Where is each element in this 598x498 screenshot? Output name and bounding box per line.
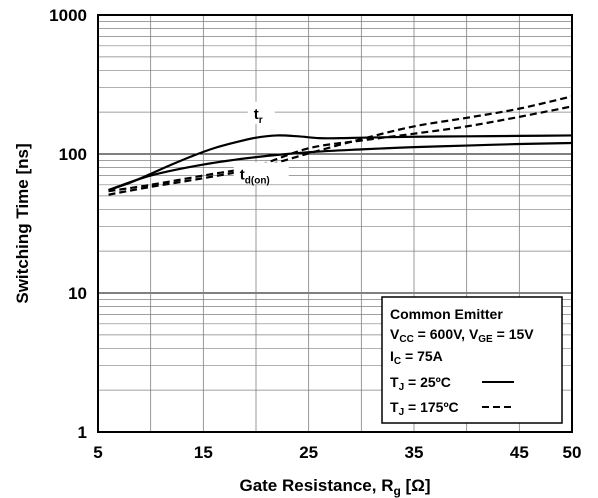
series-lines — [108, 95, 573, 196]
x-tick-label: 45 — [510, 443, 529, 462]
x-tick-label: 5 — [93, 443, 102, 462]
y-tick-label: 1 — [78, 423, 87, 442]
x-tick-label: 35 — [405, 443, 424, 462]
legend-entry-label: TJ = 25ºC — [390, 374, 451, 393]
curve-labels: tr td(on) — [233, 101, 289, 186]
curve-label-background — [233, 162, 289, 185]
legend: Common Emitter VCC = 600V, VGE = 15V IC = … — [381, 296, 563, 424]
curve-label-background — [247, 101, 275, 124]
x-tick-label: 25 — [299, 443, 318, 462]
series-line-don-tj25-solid — [108, 141, 573, 192]
y-tick-label: 10 — [68, 284, 87, 303]
legend-condition: IC = 75A — [390, 348, 443, 367]
curve-label-don: td(on) — [240, 166, 270, 186]
y-axis-title: Switching Time [ns] — [13, 143, 32, 303]
series-line-r-tj175-dashed — [108, 105, 573, 193]
y-tick-label: 100 — [59, 145, 87, 164]
curve-label-r: tr — [254, 106, 263, 126]
grid — [98, 15, 572, 433]
series-line-don-tj175-dashed — [108, 95, 573, 196]
legend-title: Common Emitter — [390, 306, 503, 322]
x-axis-title: Gate Resistance, Rg [Ω] — [239, 476, 430, 498]
series-line-r-tj25-solid — [108, 134, 573, 192]
plot-frame — [97, 14, 573, 433]
x-tick-label: 15 — [194, 443, 213, 462]
x-tick-label: 50 — [563, 443, 582, 462]
legend-box — [381, 296, 563, 424]
legend-condition: VCC = 600V, VGE = 15V — [390, 326, 534, 345]
legend-entry-label: TJ = 175ºC — [390, 399, 459, 418]
tick-labels: 5 15 25 35 45 50 1 10 100 1000 — [49, 6, 581, 462]
y-tick-label: 1000 — [49, 6, 87, 25]
